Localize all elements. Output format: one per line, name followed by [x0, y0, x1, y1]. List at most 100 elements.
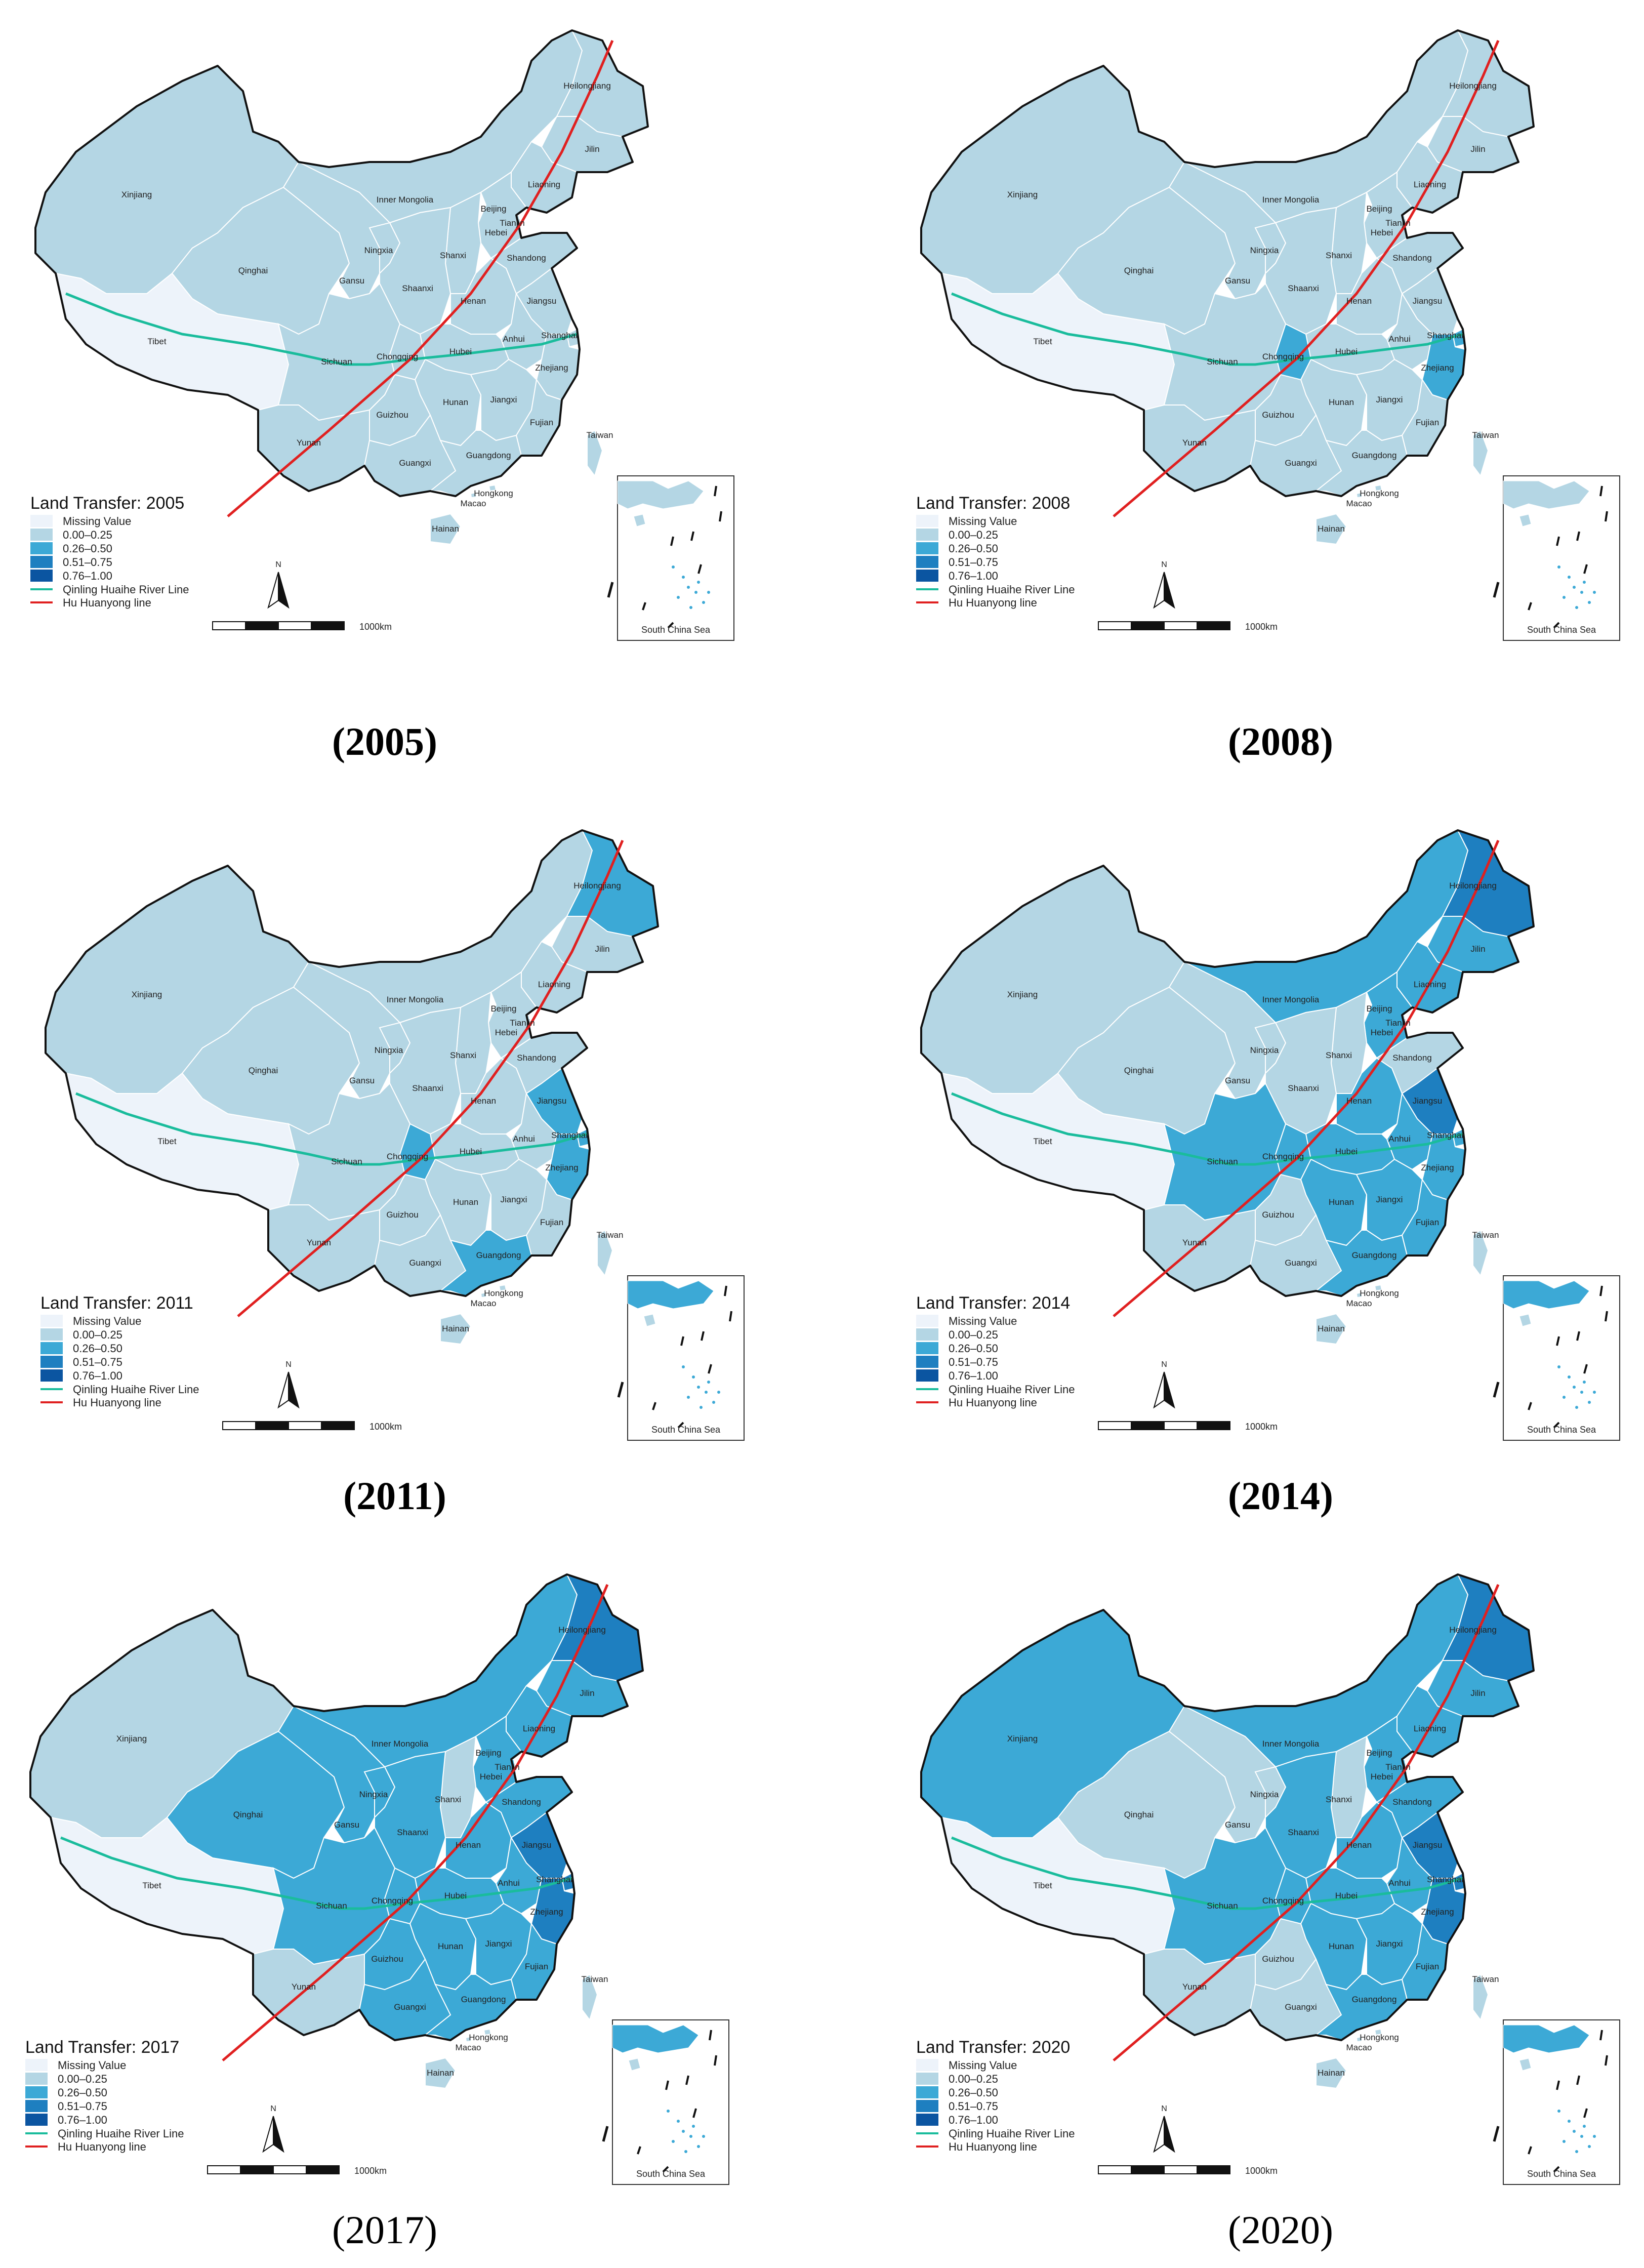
province-label: Shanghai [541, 331, 578, 340]
north-arrow: N [267, 560, 290, 609]
legend-title: Land Transfer: 2020 [916, 2038, 1070, 2057]
province-label: Shaanxi [1288, 1083, 1319, 1093]
inset-island [1557, 1365, 1560, 1368]
province-label: Taiwan [582, 1974, 608, 1984]
province-label: Shandong [507, 253, 546, 263]
province-label: Guangxi [1285, 2002, 1317, 2012]
province-label: Guangdong [466, 451, 511, 460]
province-label: Guangxi [1285, 1258, 1317, 1268]
province-macao [470, 492, 477, 499]
province-label: Taiwan [1472, 1974, 1499, 1984]
inset-island [1588, 2145, 1591, 2148]
province-label: Jiangxi [485, 1939, 512, 1949]
province-label: Jiangsu [537, 1096, 567, 1106]
province-label: Guangxi [1285, 458, 1317, 468]
inset-dash [1553, 622, 1560, 629]
province-label: Jiangxi [501, 1195, 527, 1204]
panel-caption: (2014) [1228, 1474, 1333, 1518]
province-label: Henan [1346, 296, 1372, 306]
province-label: Zhejiang [1421, 1163, 1454, 1172]
province-yunan [1143, 404, 1256, 492]
legend-swatch [25, 2114, 48, 2126]
province-label: Jilin [585, 144, 599, 154]
inset-dash [1528, 1402, 1532, 1410]
province-label: Shanxi [440, 251, 466, 260]
province-yunan [268, 1204, 380, 1292]
inset-coast [1503, 2024, 1590, 2053]
province-label: Sichuan [1207, 357, 1238, 367]
inset-island [694, 591, 697, 594]
legend-qinling-label: Qinling Huaihe River Line [949, 2127, 1075, 2140]
inset-dash [665, 2080, 669, 2090]
province-label: Hebei [1371, 1772, 1393, 1781]
scale-segment [1164, 2165, 1198, 2174]
panel-caption: (2005) [332, 719, 437, 763]
province-label: Liaoning [1414, 180, 1446, 189]
inset-island [1580, 2135, 1583, 2138]
scale-segment [1131, 621, 1165, 630]
scale-segment [222, 1421, 256, 1430]
scale-label: 1000km [359, 622, 392, 632]
province-hainan [430, 513, 462, 545]
province-label: Ningxia [375, 1045, 403, 1055]
province-label: Hainan [1318, 2068, 1345, 2078]
legend-label: 0.00–0.25 [58, 2073, 107, 2085]
qinling-huaihe-line [75, 1092, 588, 1166]
province-label: Qinghai [233, 1810, 263, 1819]
province-label: Tianjin [510, 1018, 535, 1028]
province-label: Hunan [1329, 1941, 1354, 1951]
scale-segment [255, 1421, 289, 1430]
scale-label: 1000km [354, 2166, 387, 2176]
legend-swatch [30, 542, 53, 554]
inset-coast [1503, 1280, 1590, 1309]
scale-segment [1131, 1421, 1165, 1430]
north-label: N [1161, 1360, 1167, 1369]
inset-island [1583, 2125, 1586, 2128]
province-label: Beijing [1366, 1748, 1392, 1758]
legend-label: 0.00–0.25 [949, 529, 998, 541]
inset-island [1588, 1401, 1591, 1404]
province-label: Gansu [1225, 1820, 1250, 1830]
hu-huanyong-line [1113, 1584, 1500, 2061]
province-label: Guangdong [461, 1995, 506, 2004]
inset-island [687, 1396, 690, 1399]
province-label: Inner Mongolia [1262, 195, 1320, 205]
inset-island [697, 2145, 700, 2148]
province-label: Jiangsu [1413, 1096, 1443, 1106]
province-label: Fujian [530, 418, 553, 427]
province-label: Taiwan [597, 1230, 624, 1240]
province-macao [1355, 2036, 1363, 2043]
province-label: Guizhou [376, 410, 408, 420]
province-label: Qinghai [249, 1066, 278, 1075]
scale-segment [278, 621, 312, 630]
province-label: Jiangxi [1376, 1195, 1403, 1204]
inset-dash [667, 622, 674, 629]
map-panel-2008: Xinjiang Tibet Qinghai Gansu Inner Mongolia H… [901, 10, 1640, 648]
province-label: Macao [1346, 499, 1372, 508]
province-layer [921, 1573, 1535, 2089]
legend-swatch [40, 1369, 63, 1382]
north-arrow: N [262, 2104, 284, 2153]
dash-line-mark [1493, 2126, 1500, 2142]
province-taiwan [597, 1229, 613, 1277]
province-label: Anhui [503, 334, 524, 344]
map-panel-2014: Xinjiang Tibet Qinghai Gansu Inner Mongolia H… [901, 810, 1640, 1448]
inset-label: South China Sea [1527, 2169, 1596, 2179]
inset-dash [670, 536, 674, 546]
province-label: Xinjiang [1007, 990, 1038, 999]
province-labels: Xinjiang Tibet Qinghai Gansu Inner Mongolia H… [1007, 881, 1499, 1333]
north-label: N [1161, 2104, 1167, 2113]
province-label: Shaanxi [1288, 1828, 1319, 1837]
province-label: Shanxi [1326, 251, 1352, 260]
province-label: Jilin [1470, 144, 1485, 154]
province-labels: Xinjiang Tibet Qinghai Gansu Inner Mongolia H… [116, 1625, 608, 2078]
inset-hainan [1519, 2058, 1532, 2071]
province-hainan [1316, 1313, 1347, 1345]
province-label: Hunan [453, 1197, 478, 1207]
province-label: Hainan [1318, 1324, 1345, 1333]
inset-dash [1528, 2146, 1532, 2155]
inset-dash [637, 2146, 641, 2155]
inset-island [707, 1381, 710, 1384]
legend-label: Missing Value [63, 515, 131, 528]
hu-huanyong-line [222, 1584, 609, 2061]
